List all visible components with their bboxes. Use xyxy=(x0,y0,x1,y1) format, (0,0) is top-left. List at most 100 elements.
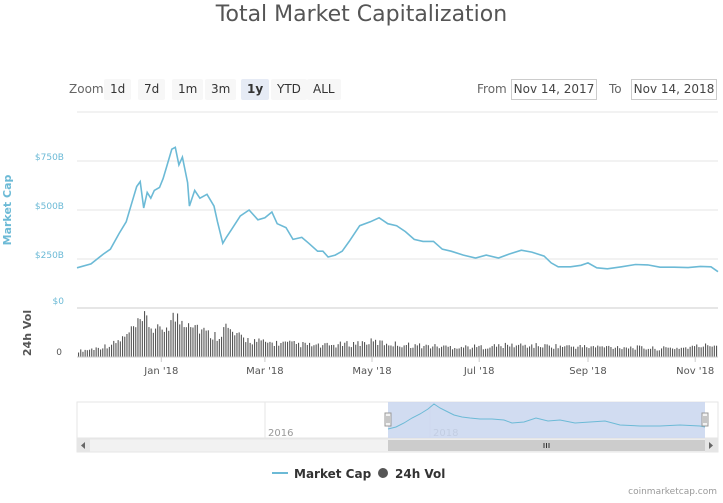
watermark: coinmarketcap.com xyxy=(628,487,717,497)
volume-bar xyxy=(535,343,537,357)
volume-bar xyxy=(661,348,663,357)
volume-bar xyxy=(216,340,218,357)
legend-item-volume[interactable]: 24h Vol xyxy=(378,467,445,481)
zoom-1d-button[interactable]: 1d xyxy=(104,79,132,100)
volume-bar xyxy=(584,345,586,357)
legend-market-cap-label: Market Cap xyxy=(294,467,372,481)
volume-bar xyxy=(370,338,372,357)
volume-bar xyxy=(300,347,302,357)
y-axis-title: Market Cap xyxy=(1,175,14,246)
volume-bar xyxy=(469,349,471,357)
volume-bar xyxy=(128,332,130,357)
volume-bar xyxy=(619,348,621,357)
volume-bar xyxy=(366,344,368,357)
navigator-right-handle[interactable] xyxy=(701,412,709,427)
volume-bar xyxy=(478,345,480,357)
volume-bar xyxy=(575,348,577,357)
volume-bar xyxy=(599,346,601,357)
navigator[interactable]: 2016 2018 xyxy=(76,401,719,439)
volume-bar xyxy=(683,347,685,357)
volume-bar xyxy=(342,346,344,357)
zoom-ytd-button[interactable]: YTD xyxy=(271,79,307,100)
volume-bar xyxy=(707,345,709,357)
volume-bar xyxy=(326,342,328,357)
volume-bar xyxy=(192,327,194,357)
volume-bar xyxy=(84,349,86,357)
volume-bar xyxy=(397,345,399,357)
zoom-7d-button[interactable]: 7d xyxy=(138,79,166,100)
volume-bar xyxy=(223,327,225,357)
volume-bar xyxy=(262,339,264,357)
volume-bar xyxy=(590,346,592,357)
volume-bar xyxy=(278,345,280,357)
volume-bar xyxy=(634,349,636,357)
volume-bar xyxy=(434,344,436,357)
volume-bar xyxy=(185,327,187,357)
volume-bar xyxy=(399,346,401,357)
volume-bar xyxy=(168,330,170,357)
volume-bar xyxy=(430,348,432,357)
volume-bar xyxy=(656,350,658,357)
volume-bar xyxy=(617,346,619,357)
zoom-all-button[interactable]: ALL xyxy=(307,79,341,100)
volume-bar xyxy=(240,334,242,357)
volume-bar xyxy=(291,341,293,357)
x-tick-label: Jul '18 xyxy=(463,366,495,377)
volume-bar xyxy=(452,349,454,357)
volume-bar xyxy=(141,321,143,357)
volume-bar xyxy=(612,348,614,357)
volume-bar xyxy=(511,343,513,357)
volume-bar xyxy=(540,347,542,357)
volume-bar xyxy=(493,344,495,357)
legend-item-market-cap[interactable]: Market Cap xyxy=(272,467,372,481)
y-tick-label-250: $250B xyxy=(35,251,64,261)
volume-bar xyxy=(82,351,84,357)
volume-bar xyxy=(91,348,93,357)
zoom-3m-button[interactable]: 3m xyxy=(205,79,237,100)
volume-bar xyxy=(225,323,227,357)
zoom-label: Zoom xyxy=(69,82,104,96)
volume-bar xyxy=(573,346,575,357)
volume-bar xyxy=(408,342,410,357)
scroll-right-arrow-icon xyxy=(709,442,713,449)
volume-bar xyxy=(496,346,498,357)
volume-bar xyxy=(146,315,148,357)
volume-bar xyxy=(328,345,330,357)
volume-bar xyxy=(672,348,674,357)
volume-bar xyxy=(190,327,192,357)
volume-bar xyxy=(361,341,363,357)
volume-bar xyxy=(518,344,520,357)
volume-bar xyxy=(628,348,630,357)
volume-bar xyxy=(716,345,718,357)
volume-bar xyxy=(139,319,141,357)
volume-bar xyxy=(179,324,181,357)
volume-bar xyxy=(199,333,201,357)
volume-bar xyxy=(271,342,273,357)
volume-bar xyxy=(188,323,190,357)
scrollbar[interactable] xyxy=(76,438,719,453)
zoom-1y-button[interactable]: 1y xyxy=(241,79,270,100)
volume-bar xyxy=(696,344,698,357)
to-date-input[interactable]: Nov 14, 2018 xyxy=(631,79,717,100)
volume-bar xyxy=(610,347,612,357)
volume-bar xyxy=(320,347,322,357)
volume-bar xyxy=(117,340,119,357)
volume-bar xyxy=(284,341,286,357)
volume-bar xyxy=(432,346,434,357)
volume-bar xyxy=(581,347,583,357)
to-label: To xyxy=(609,82,622,96)
navigator-left-handle[interactable] xyxy=(384,412,392,427)
volume-bar xyxy=(482,349,484,357)
from-date-input[interactable]: Nov 14, 2017 xyxy=(511,79,597,100)
volume-bar xyxy=(416,345,418,357)
volume-bar xyxy=(577,346,579,357)
volume-bar xyxy=(647,348,649,357)
from-label: From xyxy=(477,82,507,96)
zoom-1m-button[interactable]: 1m xyxy=(172,79,204,100)
volume-bar xyxy=(700,347,702,357)
volume-bar xyxy=(295,344,297,357)
volume-bar xyxy=(665,347,667,357)
volume-bar xyxy=(368,344,370,357)
volume-bar xyxy=(498,344,500,357)
navigator-selection[interactable] xyxy=(388,402,705,438)
